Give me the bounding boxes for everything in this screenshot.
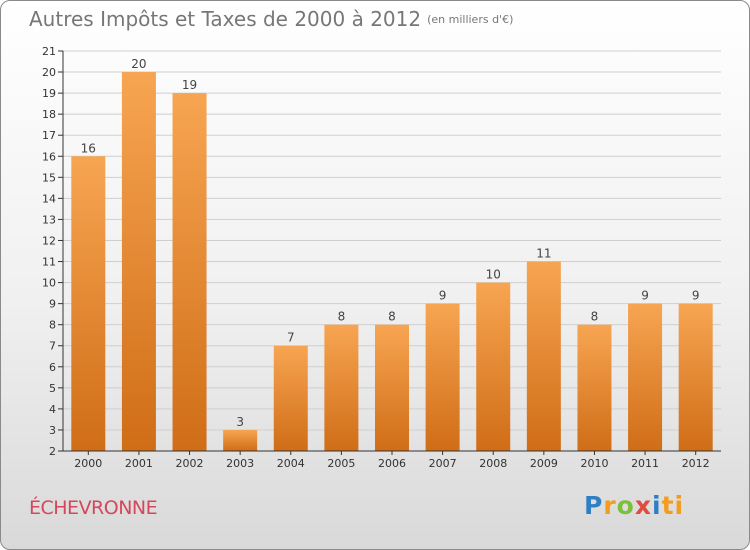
data-label: 10 (486, 268, 501, 282)
unit-text: (en milliers d'€) (427, 13, 514, 26)
logo-letter: r (603, 491, 617, 520)
logo-letter: o (616, 491, 635, 520)
data-label: 7 (287, 331, 295, 345)
logo-letter: i (652, 491, 662, 520)
data-label: 20 (131, 57, 146, 71)
x-tick-label: 2008 (479, 457, 507, 470)
logo-letter: x (634, 491, 652, 520)
y-tick-label: 6 (49, 361, 56, 374)
data-label: 19 (182, 78, 197, 92)
data-label: 11 (536, 247, 551, 261)
bar (678, 303, 713, 451)
bar (324, 324, 359, 451)
data-label: 9 (439, 289, 447, 303)
y-tick-label: 5 (49, 382, 56, 395)
bar (223, 429, 258, 451)
bar (121, 72, 156, 451)
x-tick-label: 2003 (226, 457, 254, 470)
y-tick-label: 21 (42, 45, 56, 58)
y-tick-label: 7 (49, 340, 56, 353)
y-tick-label: 11 (42, 256, 56, 269)
logo-letter: ti (661, 491, 685, 520)
bar (526, 261, 561, 451)
bar (577, 324, 612, 451)
y-tick-label: 3 (49, 424, 56, 437)
bar-chart: 16 20 19 3 7 8 8 9 10 11 8 9 9 2 3 4 5 6 7 8 9 10 11 12 13 14 15 1… (42, 45, 721, 470)
y-tick-label: 9 (49, 298, 56, 311)
x-tick-label: 2002 (176, 457, 204, 470)
bars: 16 20 19 3 7 8 8 9 10 11 8 9 9 (71, 57, 713, 452)
x-tick-label: 2007 (429, 457, 457, 470)
data-label: 9 (692, 289, 700, 303)
x-tick-label: 2000 (74, 457, 102, 470)
data-label: 3 (236, 415, 244, 429)
bar (71, 156, 106, 451)
y-tick-label: 15 (42, 171, 56, 184)
y-tick-label: 13 (42, 213, 56, 226)
x-tick-label: 2005 (327, 457, 355, 470)
bar (628, 303, 663, 451)
y-tick-label: 10 (42, 277, 56, 290)
data-label: 9 (641, 289, 649, 303)
y-tick-label: 12 (42, 234, 56, 247)
x-tick-label: 2011 (631, 457, 659, 470)
x-tick-label: 2010 (580, 457, 608, 470)
bar (375, 324, 409, 451)
y-tick-label: 20 (42, 66, 56, 79)
bar (273, 345, 308, 451)
y-tick-label: 2 (49, 445, 56, 458)
x-tick-label: 2006 (378, 457, 406, 470)
y-tick-label: 8 (49, 319, 56, 332)
logo-letter: P (584, 491, 604, 520)
title-text: Autres Impôts et Taxes de 2000 à 2012 (29, 7, 422, 31)
y-tick-label: 18 (42, 108, 56, 121)
commune-name: ÉCHEVRONNE (29, 497, 158, 519)
x-tick-label: 2009 (530, 457, 558, 470)
bar (172, 93, 207, 452)
bar (425, 303, 460, 451)
y-tick-label: 14 (42, 192, 56, 205)
x-tick-label: 2004 (277, 457, 305, 470)
y-tick-label: 17 (42, 129, 56, 142)
y-tick-label: 16 (42, 150, 56, 163)
axes: 2 3 4 5 6 7 8 9 10 11 12 13 14 15 16 17 18 19 20 21 2000 2001… (42, 45, 721, 470)
data-label: 8 (338, 310, 346, 324)
y-tick-label: 19 (42, 87, 56, 100)
y-tick-label: 4 (49, 403, 56, 416)
x-tick-label: 2001 (125, 457, 153, 470)
data-label: 8 (591, 310, 599, 324)
bar (476, 282, 511, 451)
data-label: 8 (388, 310, 396, 324)
x-tick-label: 2012 (682, 457, 710, 470)
data-label: 16 (81, 141, 96, 155)
chart-title: Autres Impôts et Taxes de 2000 à 2012 (en… (29, 7, 513, 31)
proxiti-logo: Proxiti (584, 491, 684, 520)
